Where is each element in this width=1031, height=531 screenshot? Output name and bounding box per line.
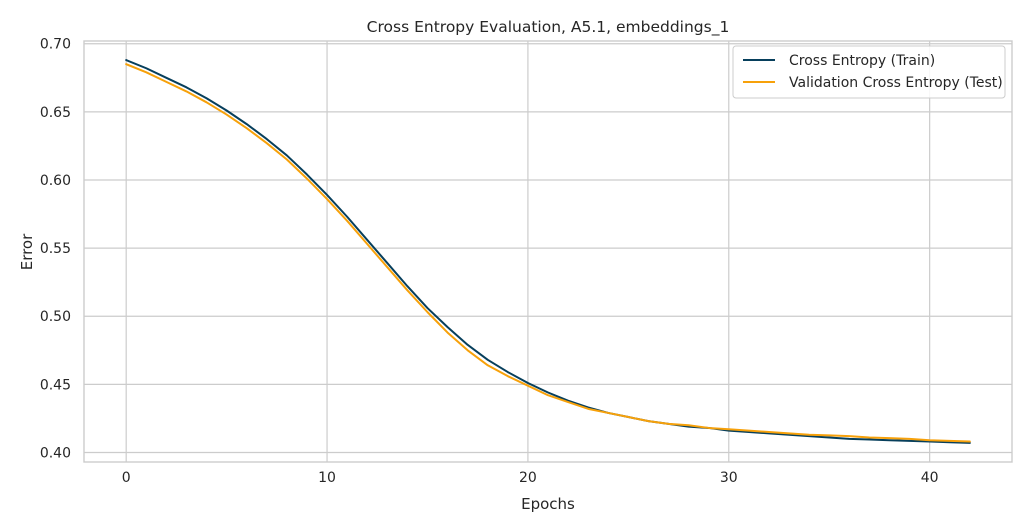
legend: Cross Entropy (Train) Validation Cross En… [732,45,1006,99]
x-tick-label: 40 [921,470,939,486]
x-tick-label: 10 [318,470,336,486]
y-tick-label: 0.45 [40,377,71,393]
x-tick-label: 30 [720,470,738,486]
x-tick-labels: 0 10 20 30 40 [122,470,939,486]
chart-title: Cross Entropy Evaluation, A5.1, embeddin… [367,18,730,37]
x-tick-label: 0 [122,470,131,486]
y-tick-label: 0.50 [40,309,71,325]
x-axis-label: Epochs [521,495,575,513]
plot-frame [83,40,1013,463]
y-tick-label: 0.55 [40,241,71,257]
series-line-0 [125,59,971,444]
series-lines [125,59,971,444]
y-tick-label: 0.70 [40,37,71,53]
legend-label-1: Validation Cross Entropy (Test) [789,75,1003,91]
x-tick-label: 20 [519,470,537,486]
legend-label-0: Cross Entropy (Train) [789,53,935,69]
series-line-1 [125,63,971,443]
grid [84,41,1012,462]
y-tick-label: 0.65 [40,105,71,121]
y-tick-label: 0.40 [40,445,71,461]
y-tick-label: 0.60 [40,173,71,189]
y-axis-label: Error [18,233,36,270]
y-tick-labels: 0.40 0.45 0.50 0.55 0.60 0.65 0.70 [40,37,71,462]
legend-box [732,45,1006,99]
